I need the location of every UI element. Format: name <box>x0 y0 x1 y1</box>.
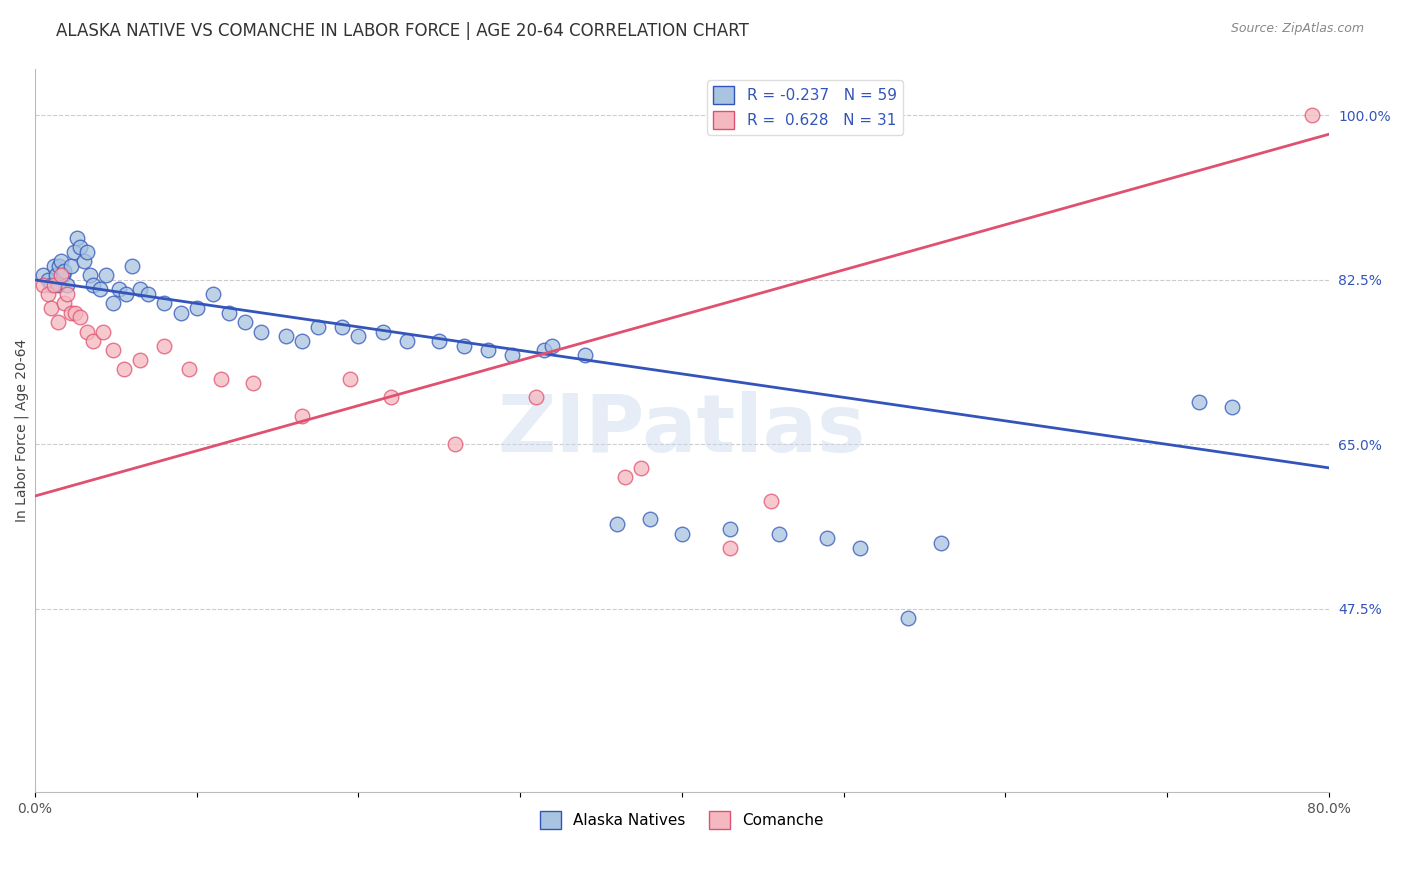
Point <box>101 343 124 358</box>
Point <box>39 301 62 315</box>
Point <box>89 282 111 296</box>
Point <box>209 371 232 385</box>
Point <box>371 325 394 339</box>
Point <box>1220 400 1243 414</box>
Point <box>82 277 104 292</box>
Point <box>39 277 62 292</box>
Point <box>72 254 94 268</box>
Point <box>242 376 264 391</box>
Point <box>477 343 499 358</box>
Point <box>136 287 159 301</box>
Point <box>169 306 191 320</box>
Point <box>250 325 273 339</box>
Point <box>339 371 361 385</box>
Point <box>153 339 176 353</box>
Point <box>108 282 131 296</box>
Point <box>768 526 790 541</box>
Point <box>91 325 114 339</box>
Point <box>44 277 66 292</box>
Point <box>59 259 82 273</box>
Point <box>291 409 314 424</box>
Point <box>574 348 596 362</box>
Point <box>233 315 256 329</box>
Point <box>37 287 59 301</box>
Y-axis label: In Labor Force | Age 20-64: In Labor Force | Age 20-64 <box>15 339 30 522</box>
Point <box>32 268 55 283</box>
Point <box>49 268 72 283</box>
Point <box>63 244 86 259</box>
Point <box>129 352 152 367</box>
Point <box>56 277 79 292</box>
Point <box>614 470 637 484</box>
Point <box>347 329 370 343</box>
Point <box>153 296 176 310</box>
Point <box>291 334 314 348</box>
Point <box>524 390 547 404</box>
Point <box>69 310 91 325</box>
Point <box>46 277 69 292</box>
Point <box>330 319 353 334</box>
Point <box>37 273 59 287</box>
Point <box>533 343 555 358</box>
Point <box>897 611 920 625</box>
Point <box>638 512 661 526</box>
Point <box>65 306 87 320</box>
Point <box>53 296 76 310</box>
Point <box>380 390 402 404</box>
Point <box>929 536 952 550</box>
Text: Source: ZipAtlas.com: Source: ZipAtlas.com <box>1230 22 1364 36</box>
Point <box>444 437 467 451</box>
Point <box>395 334 418 348</box>
Point <box>48 259 70 273</box>
Text: ALASKA NATIVE VS COMANCHE IN LABOR FORCE | AGE 20-64 CORRELATION CHART: ALASKA NATIVE VS COMANCHE IN LABOR FORCE… <box>56 22 749 40</box>
Point <box>53 263 76 277</box>
Point <box>121 259 143 273</box>
Text: ZIPatlas: ZIPatlas <box>498 392 866 469</box>
Point <box>56 287 79 301</box>
Point <box>79 268 101 283</box>
Point <box>112 362 135 376</box>
Point <box>66 230 89 244</box>
Legend: Alaska Natives, Comanche: Alaska Natives, Comanche <box>534 805 830 835</box>
Point <box>69 240 91 254</box>
Point <box>453 339 475 353</box>
Point <box>815 531 838 545</box>
Point <box>44 259 66 273</box>
Point <box>76 325 98 339</box>
Point <box>186 301 208 315</box>
Point <box>671 526 693 541</box>
Point <box>630 460 652 475</box>
Point <box>427 334 450 348</box>
Point <box>541 339 564 353</box>
Point <box>759 493 782 508</box>
Point <box>59 306 82 320</box>
Point <box>1188 395 1211 409</box>
Point <box>96 268 118 283</box>
Point <box>76 244 98 259</box>
Point <box>101 296 124 310</box>
Point <box>51 268 73 283</box>
Point <box>82 334 104 348</box>
Point <box>129 282 152 296</box>
Point <box>49 254 72 268</box>
Point <box>45 268 67 283</box>
Point <box>718 541 741 555</box>
Point <box>218 306 240 320</box>
Point <box>848 541 870 555</box>
Point <box>1301 108 1323 122</box>
Point <box>501 348 523 362</box>
Point <box>32 277 55 292</box>
Point <box>114 287 136 301</box>
Point <box>606 517 628 532</box>
Point <box>46 315 69 329</box>
Point <box>718 522 741 536</box>
Point <box>177 362 200 376</box>
Point <box>274 329 297 343</box>
Point <box>201 287 224 301</box>
Point <box>307 319 329 334</box>
